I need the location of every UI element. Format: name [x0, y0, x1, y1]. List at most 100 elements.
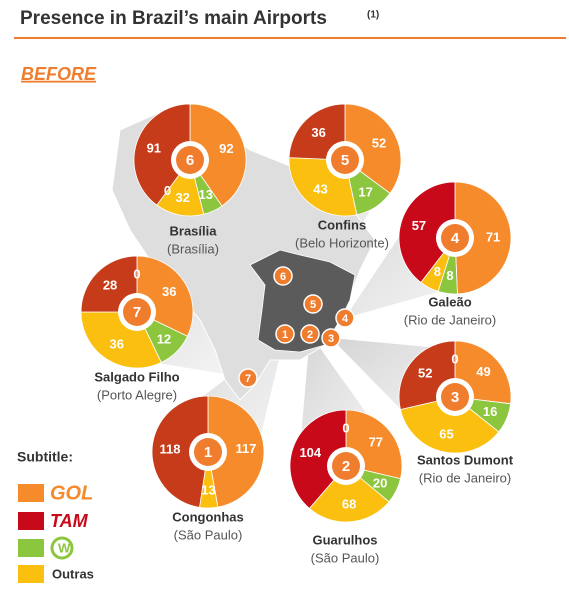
legend-swatch: [18, 565, 44, 583]
data-label: 8: [434, 264, 441, 279]
legend: Subtitle: GOL TAM W Outras: [17, 449, 94, 583]
map-marker: [300, 324, 320, 344]
map-marker: [238, 368, 258, 388]
pie-slice: [80, 255, 138, 313]
legend-swatch: [18, 539, 44, 557]
data-label: 0: [451, 351, 458, 366]
pie: 7 36 12 36 28 0 Salgado Filho (Porto Alegre): [80, 255, 194, 402]
map-marker-label: 6: [280, 271, 286, 283]
data-label: 104: [299, 445, 321, 460]
pie-number: 5: [341, 152, 349, 169]
data-label: 17: [358, 184, 372, 199]
data-label: 32: [175, 190, 189, 205]
data-label: 16: [483, 404, 497, 419]
pie-slice: [207, 395, 265, 508]
pie-number: 6: [186, 152, 194, 169]
pies: 6921332091Brasília(Brasília)552174336Con…: [80, 103, 514, 565]
pie-center: [332, 452, 360, 480]
pie-slice: [398, 181, 456, 283]
pie-subtitle: (Rio de Janeiro): [404, 312, 497, 327]
legend-title: Subtitle:: [17, 449, 73, 465]
data-label: 118: [160, 442, 181, 457]
map-marker: [273, 266, 293, 286]
pie: 3 0 49 16 65 52 Santos Dumont (Rio de Janeiro): [398, 340, 514, 485]
data-label: 8: [446, 268, 453, 283]
pie-center: [441, 224, 469, 252]
data-label: 49: [476, 364, 490, 379]
pie-center: [123, 298, 151, 326]
pie-center: [194, 438, 222, 466]
data-label: 91: [147, 141, 161, 156]
map-markers: 6 5 4 7 3 1 2: [238, 266, 355, 388]
map-marker: [275, 324, 295, 344]
legend-label: W: [58, 540, 71, 555]
pie: 2 77 20 68 104 0 Guarulhos (São Paulo): [289, 409, 403, 565]
pie-number: 3: [451, 389, 459, 406]
pie-title: Guarulhos: [312, 532, 377, 547]
pie-title: Salgado Filho: [94, 369, 179, 384]
pie-slice: [151, 395, 209, 508]
data-label: 0: [342, 420, 349, 435]
pie-center: [441, 383, 469, 411]
pie-number: 2: [342, 458, 350, 475]
title-note: (1): [367, 10, 379, 21]
pie-title: Brasília: [170, 223, 218, 238]
data-label: 71: [486, 230, 500, 245]
pie-slice: [344, 103, 402, 194]
pie: 5 52 17 43 36 Confins (Belo Horizonte): [288, 103, 402, 250]
map-marker-label: 4: [342, 313, 349, 325]
legend-items: GOL TAM W Outras: [18, 482, 94, 583]
pie: 6 92 13 32 0 91 Brasília (Brasília): [133, 103, 247, 256]
pie-slice: [308, 465, 390, 523]
pie-slice: [289, 409, 347, 509]
map-marker-label: 5: [310, 299, 316, 311]
data-label: 68: [342, 496, 356, 511]
data-label: 36: [162, 284, 176, 299]
data-label: 36: [110, 337, 124, 352]
pie-title: Confins: [318, 217, 366, 232]
map-marker-label: 3: [328, 333, 334, 345]
data-label: 43: [313, 182, 327, 197]
data-label: 52: [372, 135, 386, 150]
data-label: 28: [103, 278, 117, 293]
pie-number: 7: [133, 304, 141, 321]
data-label: 12: [157, 331, 171, 346]
data-label: 36: [311, 125, 325, 140]
data-label: 0: [164, 183, 171, 198]
pie-center: [176, 146, 204, 174]
data-label: 117: [235, 441, 256, 456]
data-label: 0: [133, 266, 140, 281]
pie-center: [331, 146, 359, 174]
legend-label: GOL: [50, 482, 93, 504]
data-label: 92: [219, 141, 233, 156]
legend-swatch: [18, 512, 44, 530]
map-marker: [335, 308, 355, 328]
pie-subtitle: (São Paulo): [174, 527, 243, 542]
pie-subtitle: (Porto Alegre): [97, 387, 177, 402]
pie-subtitle: (São Paulo): [311, 550, 380, 565]
legend-swatch: [18, 484, 44, 502]
pie-title: Santos Dumont: [417, 452, 514, 467]
page-title: Presence in Brazil’s main Airports: [20, 8, 327, 29]
legend-logo: [50, 536, 74, 560]
data-label: 52: [418, 366, 432, 381]
map-marker-label: 2: [307, 329, 313, 341]
pie-title: Congonhas: [172, 509, 244, 524]
pie-slice: [133, 103, 191, 206]
pie-slice: [399, 396, 500, 454]
pie-subtitle: (Belo Horizonte): [295, 235, 389, 250]
map-marker-label: 1: [282, 329, 288, 341]
data-label: 20: [373, 475, 387, 490]
pie: 4 71 88 57 Galeão (Rio de Janeiro): [398, 181, 512, 327]
map-marker-label: 7: [245, 373, 251, 385]
pie-number: 4: [451, 230, 460, 247]
map-marker: [321, 328, 341, 348]
section-label: BEFORE: [21, 64, 97, 84]
data-label: 77: [369, 435, 383, 450]
data-label: 57: [412, 218, 426, 233]
legend-label: Outras: [52, 566, 94, 581]
data-label: 13: [201, 483, 215, 498]
pie-slice: [189, 103, 247, 207]
legend-label: TAM: [50, 511, 89, 531]
